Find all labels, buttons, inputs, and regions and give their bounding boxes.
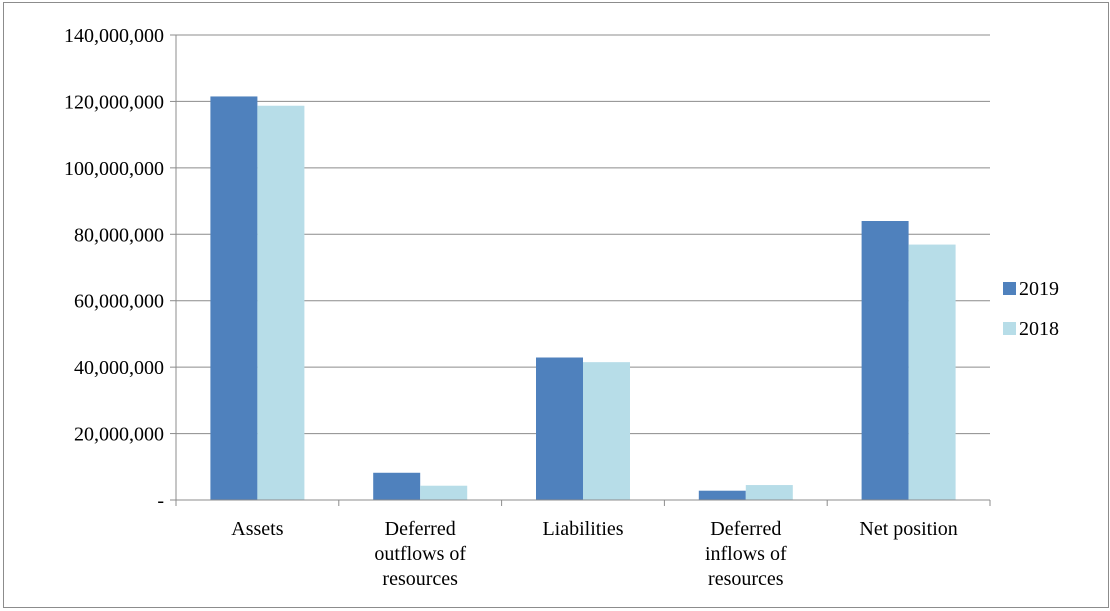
y-tick-label: - — [157, 490, 164, 512]
legend-label-2019: 2019 — [1019, 278, 1059, 300]
bar-2019-4 — [861, 221, 909, 500]
legend: 2019 2018 — [1003, 278, 1059, 340]
axes — [170, 34, 991, 506]
x-category-label: Assets — [231, 518, 283, 540]
y-tick-label: 120,000,000 — [64, 91, 164, 113]
y-tick-label: 60,000,000 — [74, 291, 164, 313]
gridlines — [176, 34, 990, 435]
x-category-label: outflows of — [374, 543, 466, 565]
bar-2018-2 — [583, 362, 630, 500]
bar-2019-3 — [698, 490, 746, 500]
x-category-label: Deferred — [710, 518, 781, 540]
x-category-label: Deferred — [385, 518, 456, 540]
bars — [210, 96, 956, 501]
x-category-label: inflows of — [705, 543, 787, 565]
y-tick-label: 20,000,000 — [74, 424, 164, 446]
bar-2018-3 — [745, 485, 793, 500]
y-tick-label: 140,000,000 — [64, 25, 164, 47]
x-category-labels: Assets Deferred outflows of resources Liabil… — [231, 518, 957, 590]
bar-2019-2 — [536, 357, 583, 500]
bar-2018-1 — [420, 485, 468, 500]
x-category-label: Liabilities — [542, 518, 623, 540]
y-tick-labels: - 20,000,000 40,000,000 60,000,000 80,000,00… — [64, 25, 164, 512]
legend-label-2018: 2018 — [1019, 318, 1059, 340]
legend-swatch-2019 — [1003, 282, 1016, 295]
y-tick-label: 40,000,000 — [74, 357, 164, 379]
x-category-label: resources — [708, 568, 784, 590]
legend-swatch-2018 — [1003, 322, 1016, 335]
x-category-label: Net position — [859, 518, 957, 540]
y-tick-label: 100,000,000 — [64, 158, 164, 180]
bar-2018-0 — [257, 105, 305, 500]
x-category-label: resources — [382, 568, 458, 590]
bar-2019-0 — [210, 96, 258, 501]
bar-2018-4 — [908, 244, 956, 500]
y-tick-label: 80,000,000 — [74, 224, 164, 246]
bar-2019-1 — [373, 472, 421, 500]
